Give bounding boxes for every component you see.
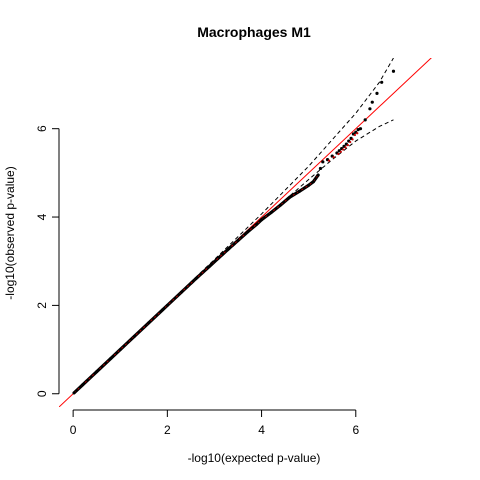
data-point (316, 173, 320, 177)
data-point (81, 383, 85, 387)
x-tick-label: 2 (164, 423, 171, 437)
y-tick-label: 4 (35, 213, 49, 220)
chart-title: Macrophages M1 (197, 24, 311, 40)
data-point (236, 238, 240, 242)
data-point (161, 308, 165, 312)
data-point (179, 290, 183, 294)
y-axis: 0 2 4 6 (35, 125, 60, 397)
y-tick-label: 0 (35, 390, 49, 397)
data-point-highlight (351, 138, 354, 141)
data-point (321, 160, 325, 164)
data-point (278, 203, 282, 207)
data-point (109, 356, 113, 360)
x-axis: 0 2 4 6 (70, 409, 359, 437)
data-point-highlight (332, 155, 335, 159)
data-point-highlight (353, 133, 357, 137)
x-tick-label: 6 (352, 423, 359, 437)
data-point (318, 166, 323, 171)
data-point (255, 222, 259, 226)
data-point (212, 260, 216, 264)
data-point (297, 189, 301, 193)
data-point (368, 107, 372, 111)
data-point (227, 247, 231, 251)
data-point-highlight (339, 150, 342, 153)
data-point (194, 277, 198, 281)
data-point-highlight (344, 146, 347, 149)
data-point (95, 370, 99, 374)
data-point-highlight (356, 132, 359, 135)
data-point (260, 218, 264, 222)
data-point (363, 118, 367, 122)
x-tick-label: 4 (258, 423, 265, 437)
data-point (311, 180, 315, 184)
data-point (391, 69, 396, 73)
data-point (118, 348, 122, 352)
data-point-highlight (327, 159, 331, 162)
data-point (375, 91, 379, 95)
x-axis-label: -log10(expected p-value) (188, 451, 321, 465)
data-point-highlight (349, 140, 352, 144)
data-point (245, 230, 249, 234)
points-group (72, 69, 396, 395)
data-point (307, 183, 311, 187)
data-point (288, 195, 292, 199)
data-point (147, 321, 151, 325)
x-tick-label: 0 (70, 423, 77, 437)
data-point-highlight (346, 144, 349, 147)
y-tick-label: 6 (35, 125, 49, 132)
data-point (269, 211, 273, 215)
data-point (370, 100, 374, 104)
y-tick-label: 2 (35, 302, 49, 309)
data-point-highlight (342, 148, 345, 151)
data-point (380, 80, 384, 84)
data-point (358, 127, 363, 131)
data-point (165, 303, 169, 307)
data-point (72, 391, 76, 395)
data-point (208, 264, 212, 268)
y-axis-label: -log10(observed p-value) (3, 166, 17, 299)
data-point (132, 334, 136, 338)
data-point-highlight (337, 152, 340, 156)
